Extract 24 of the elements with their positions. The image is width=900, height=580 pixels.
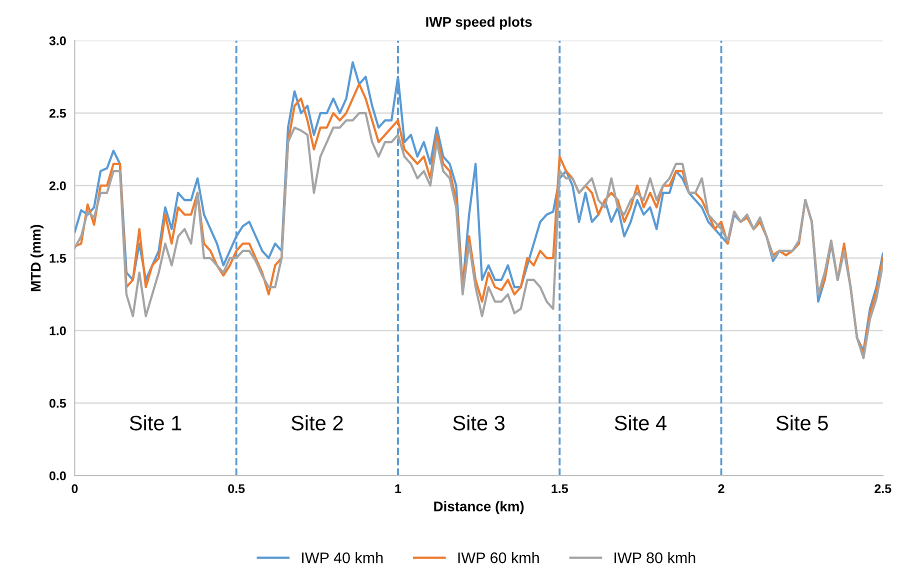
- annotation: Site 2: [291, 415, 343, 430]
- x-tick-label: 1.5: [552, 484, 568, 494]
- annotation: Site 1: [130, 415, 182, 430]
- chart-title: IWP speed plots: [426, 16, 532, 30]
- y-tick-label: 2.5: [49, 108, 66, 118]
- legend-label: IWP 40 kmh: [302, 552, 383, 564]
- x-axis-title: Distance (km): [434, 501, 524, 514]
- x-tick-label: 0: [72, 484, 78, 494]
- legend-label: IWP 80 kmh: [614, 552, 696, 564]
- y-tick-label: 0.0: [49, 471, 66, 480]
- legend-label: IWP 60 kmh: [458, 552, 539, 564]
- y-tick-label: 1.5: [50, 254, 66, 263]
- y-tick-label: 0.5: [49, 398, 66, 408]
- y-axis-title: MTD (mm): [30, 224, 44, 292]
- y-tick-label: 3.0: [49, 36, 66, 46]
- annotation: Site 3: [453, 415, 505, 430]
- y-tick-label: 1.0: [50, 326, 66, 336]
- x-tick-label: 2.5: [874, 484, 892, 494]
- x-tick-label: 0.5: [228, 484, 245, 494]
- x-tick-label: 2: [718, 484, 724, 493]
- annotation: Site 4: [614, 415, 666, 430]
- x-tick-label: 1: [395, 484, 402, 493]
- annotation: Site 5: [776, 415, 828, 430]
- y-tick-label: 2.0: [49, 181, 66, 190]
